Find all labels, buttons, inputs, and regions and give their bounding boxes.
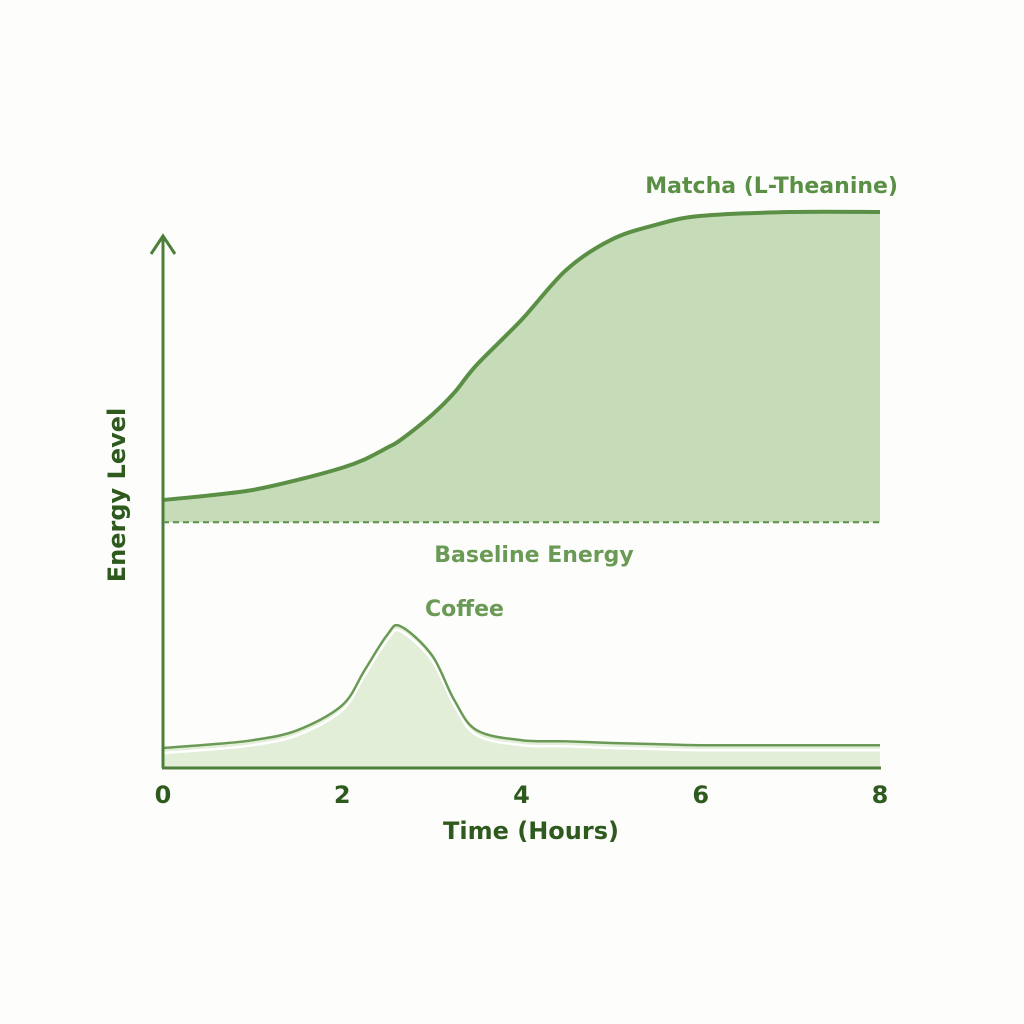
x-tick-label: 6 [692, 781, 709, 809]
x-tick-label: 4 [513, 781, 530, 809]
series-line [162, 623, 880, 750]
y-axis-title: Energy Level [103, 408, 131, 583]
series-label: Coffee [425, 597, 504, 622]
x-tick-label: 0 [155, 781, 172, 809]
series-line [162, 209, 881, 502]
plot-area [162, 209, 881, 768]
series-label: Matcha (L-Theanine) [645, 174, 898, 199]
y-axis-arrow [149, 233, 177, 255]
x-axis-title: Time (Hours) [443, 817, 619, 845]
baseline-label: Baseline Energy [434, 543, 634, 568]
series-area [163, 625, 880, 768]
x-tick-label: 2 [334, 781, 351, 809]
x-tick-label: 8 [872, 781, 889, 809]
series-area [163, 211, 880, 523]
series-highlight [162, 628, 880, 755]
